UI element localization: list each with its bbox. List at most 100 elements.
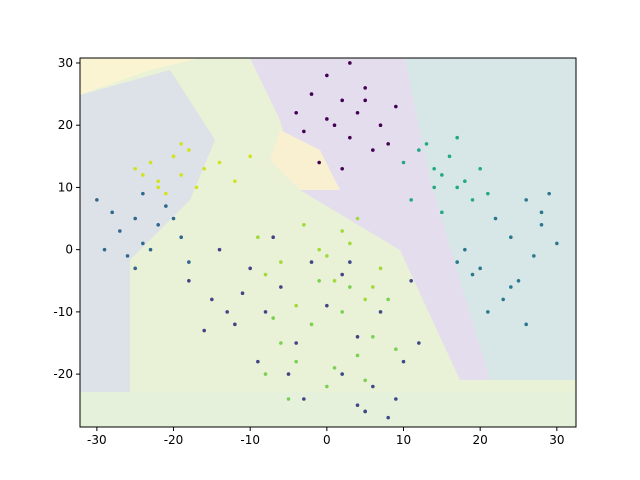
x-tick-label: 30 [549,433,564,447]
point [332,123,337,128]
point [386,415,390,420]
point [417,341,421,345]
point [401,359,406,364]
point [348,260,352,264]
point [409,198,413,202]
point [286,372,291,376]
region [80,392,576,427]
point [516,278,521,283]
point [378,266,383,271]
point [110,210,114,215]
point [363,409,367,414]
point [355,110,360,115]
point [210,297,214,302]
point [424,142,429,146]
point [363,86,367,90]
point [440,173,444,177]
x-tick-label: -30 [87,433,107,447]
point [401,160,406,165]
point [133,266,137,271]
x-tick-label: -10 [240,433,260,447]
y-tick-label: 20 [58,118,73,132]
point [340,372,344,376]
point [286,397,291,401]
point [263,272,268,277]
axes: -30 -20 -10 0 10 20 30 -20 -10 0 10 20 30 [53,56,577,447]
region [80,70,215,300]
point [340,229,344,233]
point [478,266,482,271]
point [271,235,275,240]
point [386,142,390,146]
point [125,254,130,258]
point [179,173,183,177]
point [240,291,245,296]
point [179,142,183,146]
point [455,260,459,264]
point [141,191,145,196]
point [202,328,206,333]
point [547,191,551,196]
point [394,347,398,352]
point [156,185,160,190]
y-tick-label: 30 [58,56,73,70]
point [279,260,283,264]
point [348,285,352,289]
region [80,58,200,95]
point [348,61,352,65]
point [141,241,145,246]
point [279,285,283,289]
point [309,260,314,264]
point [133,166,137,171]
point [363,98,367,103]
point [355,353,360,358]
point [233,322,237,327]
point [156,179,160,184]
point [294,341,298,345]
point [363,297,367,302]
x-tick-label: 10 [396,433,411,447]
point [164,204,168,208]
point [325,73,329,78]
point [233,179,237,184]
point [455,135,459,140]
region [270,130,340,190]
point [325,384,329,389]
point [371,384,375,389]
point [156,222,160,227]
point [317,247,321,252]
point [133,216,137,221]
point [148,247,153,252]
point [386,297,390,302]
point [394,397,398,401]
decision-regions [80,58,576,427]
point [248,154,252,159]
point [263,310,268,314]
point [486,310,490,314]
point [371,148,375,152]
point [194,185,199,190]
point [394,104,398,109]
region [250,58,490,380]
point [478,166,482,171]
point [202,166,206,171]
point [294,359,298,364]
point [340,272,344,277]
point [309,92,314,96]
point [148,160,153,165]
point [455,185,459,190]
point [509,285,513,289]
plot-frame [79,57,577,428]
point [340,166,344,171]
y-tick-label: 10 [58,180,73,194]
point [332,366,337,370]
point [378,310,383,314]
point [187,260,191,264]
point [539,222,544,227]
point [179,235,183,240]
point [256,359,260,364]
point [440,210,444,215]
x-tick-label: 20 [473,433,488,447]
point [294,110,298,115]
point [378,123,383,128]
